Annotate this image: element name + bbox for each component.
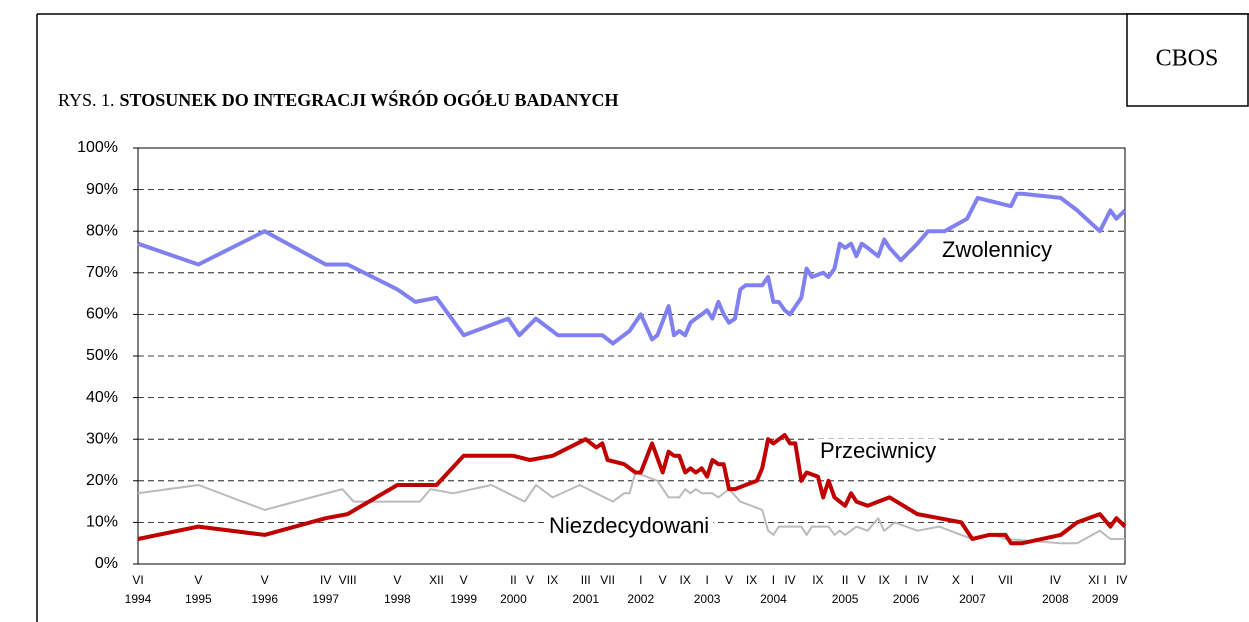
year-label: 1996 (251, 592, 278, 606)
y-tick-label: 30% (86, 430, 118, 447)
x-tick-label: V (526, 573, 534, 587)
x-tick-label: V (261, 573, 269, 587)
x-tick-label: I (639, 573, 642, 587)
year-label: 1998 (384, 592, 411, 606)
series-label: Zwolennicy (942, 237, 1052, 262)
series-line (137, 471, 1125, 545)
year-label: 2006 (893, 592, 920, 606)
x-tick-label: IX (680, 573, 691, 587)
y-tick-label: 40% (86, 389, 118, 406)
x-tick-label: II (510, 573, 517, 587)
y-tick-label: 50% (86, 347, 118, 364)
year-label: 2007 (959, 592, 986, 606)
source: CBOS (1156, 46, 1219, 72)
x-tick-label: VII (600, 573, 615, 587)
year-label: 2000 (500, 592, 527, 606)
x-tick-label: I (971, 573, 974, 587)
x-tick-label: I (772, 573, 775, 587)
x-tick-label: IX (879, 573, 890, 587)
year-label: 2003 (694, 592, 721, 606)
x-tick-label: IV (1116, 573, 1127, 587)
y-tick-label: 100% (77, 139, 118, 156)
label-background (938, 238, 1057, 264)
series-label: Przeciwnicy (820, 438, 936, 463)
y-tick-label: 10% (86, 514, 118, 531)
year-label: 1997 (312, 592, 339, 606)
x-tick-label: V (725, 573, 733, 587)
year-label: 2004 (760, 592, 787, 606)
figure-label: RYS. 1. (58, 90, 115, 110)
title-line: RYS. 1. STOSUNEK DO INTEGRACJI WŚRÓD OGÓŁ… (58, 89, 618, 110)
x-tick-label: V (659, 573, 667, 587)
year-label: 1994 (125, 592, 152, 606)
plot: 0%10%20%30%40%50%60%70%80%90%100%VI V V IV V… (77, 139, 1127, 606)
x-tick-label: III (581, 573, 591, 587)
x-tick-label: V (460, 573, 468, 587)
series-line (137, 191, 1127, 346)
x-tick-label: IX (812, 573, 823, 587)
x-tick-label: IX (547, 573, 558, 587)
label-background (816, 439, 941, 465)
year-label: 2008 (1042, 592, 1069, 606)
year-label: 1995 (185, 592, 212, 606)
y-tick-label: 0% (95, 555, 118, 572)
chart-title: STOSUNEK DO INTEGRACJI WŚRÓD OGÓŁU BADAN… (120, 89, 619, 110)
x-tick-label: XI (1088, 573, 1099, 587)
x-tick-label: V (858, 573, 866, 587)
x-tick-label: IX (746, 573, 757, 587)
x-tick-label: IV (784, 573, 795, 587)
x-tick-label: V (194, 573, 202, 587)
x-tick-label: I (1103, 573, 1106, 587)
x-tick-label: I (904, 573, 907, 587)
x-tick-label: V (393, 573, 401, 587)
label-background (545, 514, 714, 540)
year-label: 2005 (832, 592, 859, 606)
year-label: 1999 (450, 592, 477, 606)
x-tick-label: I (705, 573, 708, 587)
x-tick-label: VI (132, 573, 143, 587)
x-tick-label: VII (998, 573, 1013, 587)
source-box (1126, 13, 1249, 107)
y-tick-label: 90% (86, 181, 118, 198)
y-tick-label: 80% (86, 222, 118, 239)
x-tick-label: IV (917, 573, 928, 587)
y-tick-label: 20% (86, 472, 118, 489)
x-tick-label: II (842, 573, 849, 587)
x-tick-label: XII (429, 573, 444, 587)
y-tick-label: 70% (86, 264, 118, 281)
year-label: 2002 (627, 592, 654, 606)
x-tick-label: IV (1050, 573, 1061, 587)
x-tick-label: X (952, 573, 960, 587)
year-label: 2009 (1092, 592, 1119, 606)
x-tick-label: VIII (339, 573, 357, 587)
x-tick-label: IV (320, 573, 331, 587)
y-tick-label: 60% (86, 306, 118, 323)
series-line (137, 433, 1127, 546)
year-label: 2001 (572, 592, 599, 606)
series-label: Niezdecydowani (549, 513, 709, 538)
